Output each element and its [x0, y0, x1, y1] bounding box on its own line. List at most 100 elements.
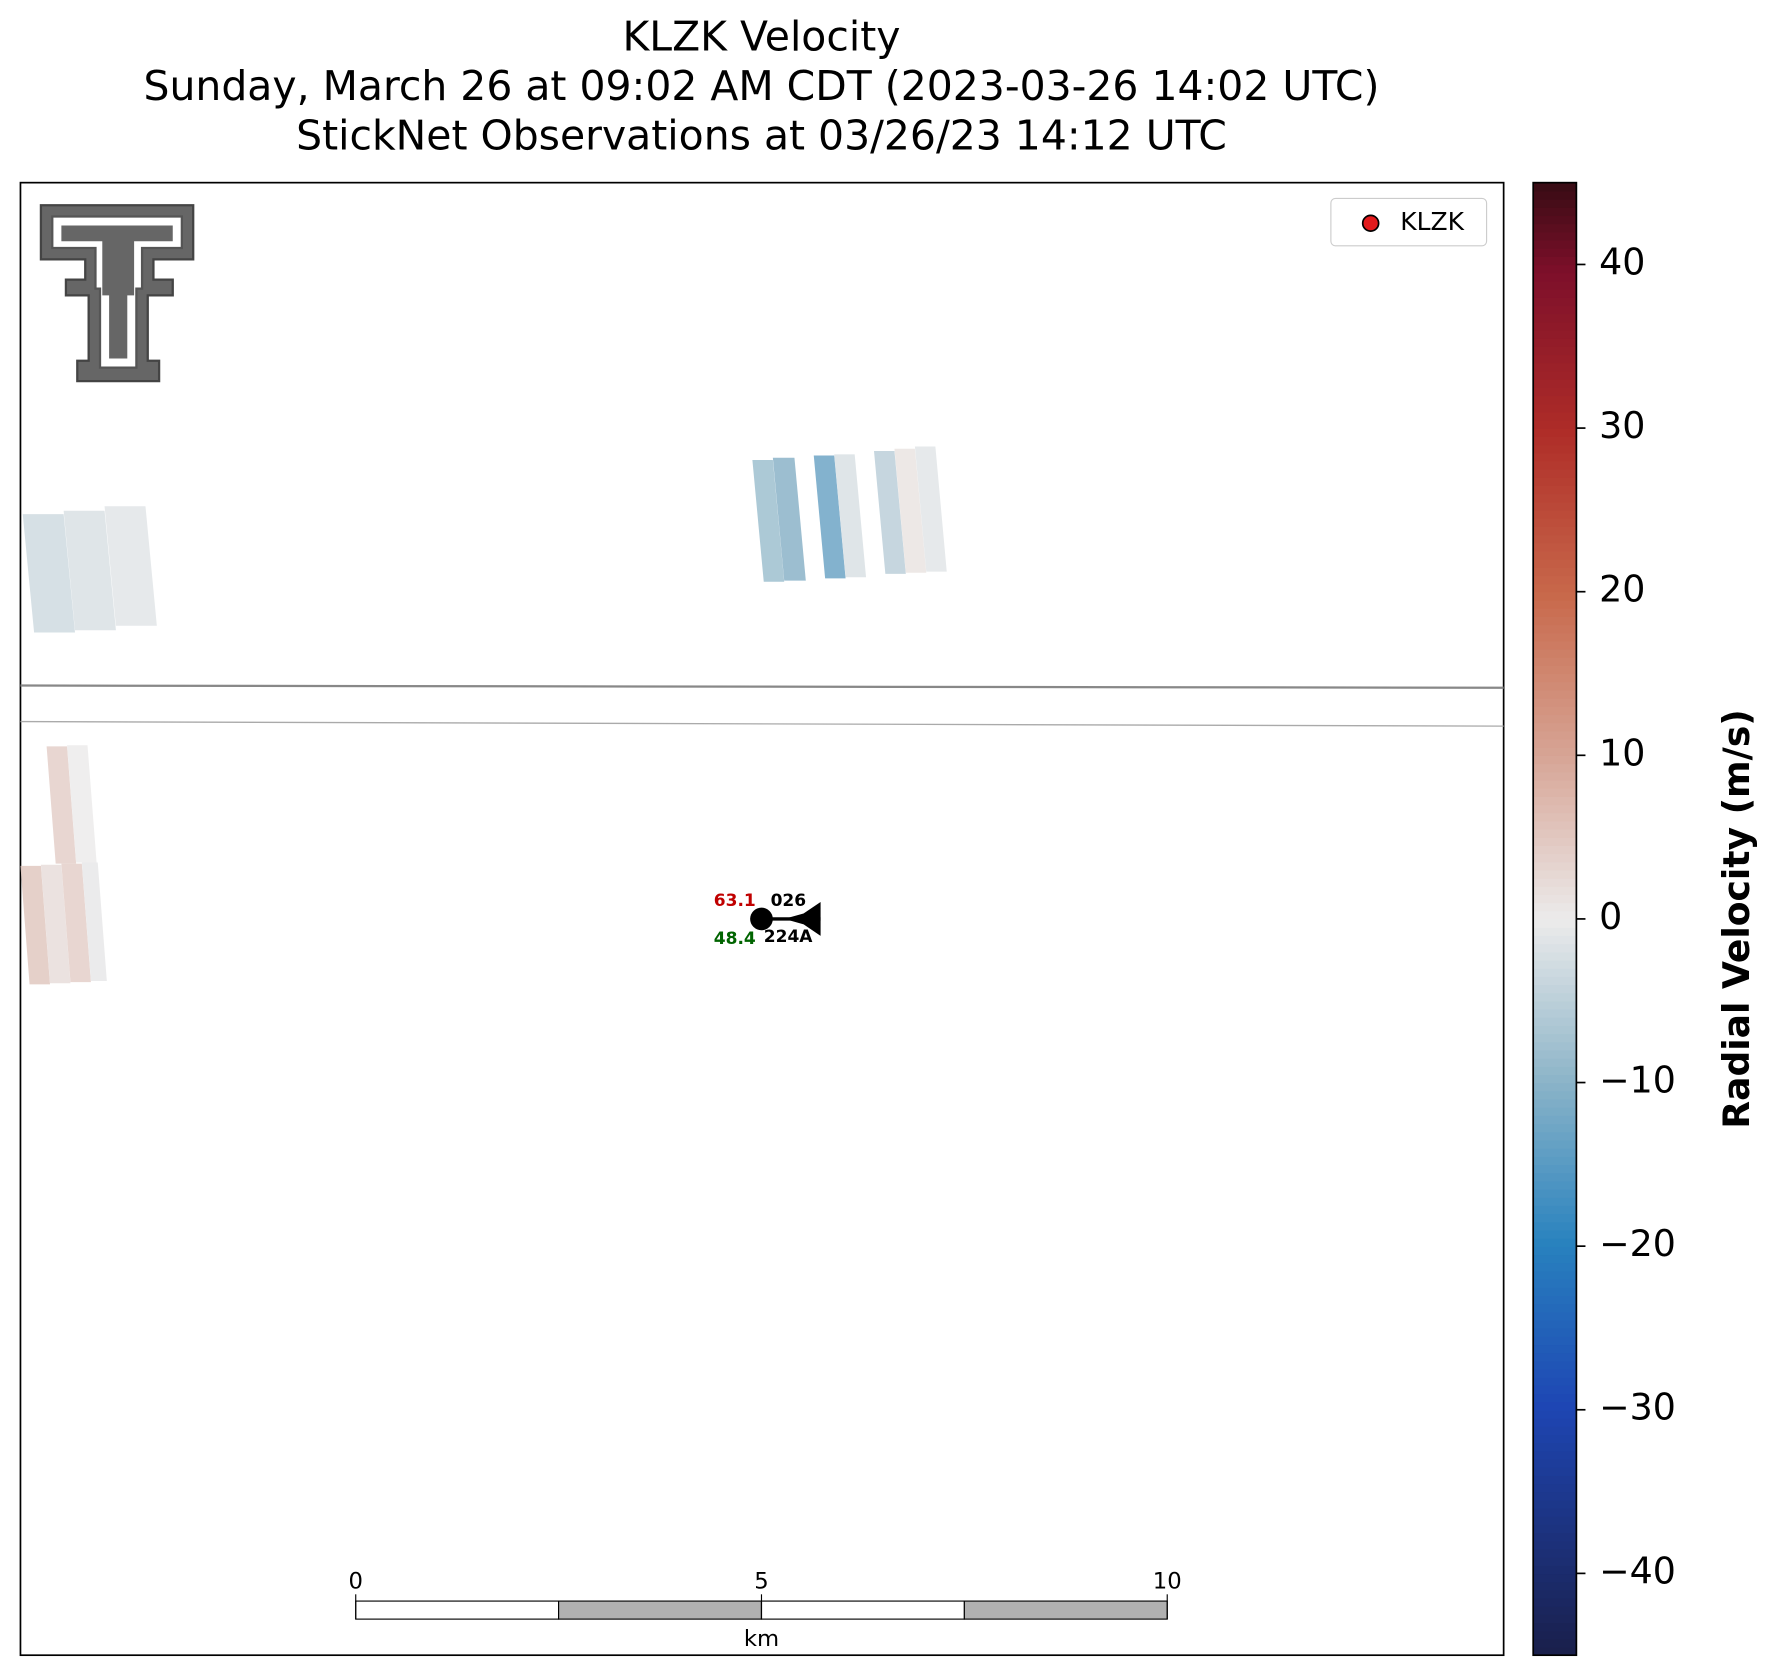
colorbar-step — [1533, 239, 1577, 249]
colorbar-step — [1533, 305, 1577, 315]
colorbar-step — [1533, 910, 1577, 920]
colorbar-step — [1533, 1041, 1577, 1051]
colorbar-step — [1533, 1311, 1577, 1321]
colorbar-step — [1533, 280, 1577, 290]
colorbar-step — [1533, 272, 1577, 282]
colorbar-step — [1533, 1409, 1577, 1419]
colorbar-step — [1533, 984, 1577, 994]
wind-barb-flag — [784, 902, 821, 936]
colorbar-step — [1533, 534, 1577, 544]
radar-gate — [81, 862, 107, 981]
colorbar-step — [1533, 1131, 1577, 1141]
station-marker — [750, 907, 773, 931]
colorbar-step — [1533, 1442, 1577, 1452]
colorbar-step — [1533, 976, 1577, 986]
colorbar-step — [1533, 1033, 1577, 1043]
colorbar-step — [1533, 1287, 1577, 1296]
scale-bar-tick-label: 0 — [349, 1568, 363, 1594]
colorbar-step — [1533, 436, 1577, 446]
colorbar-step — [1533, 370, 1577, 380]
colorbar-step — [1533, 1327, 1577, 1337]
colorbar-step — [1533, 460, 1577, 470]
colorbar-step — [1533, 1622, 1577, 1632]
colorbar-step — [1533, 289, 1577, 298]
station-pressure: 026 — [771, 891, 807, 911]
colorbar-step — [1533, 509, 1577, 519]
colorbar-step — [1533, 681, 1577, 691]
colorbar-step — [1533, 665, 1577, 675]
scale-bar-segment — [963, 1600, 1168, 1620]
colorbar-step — [1533, 354, 1577, 364]
colorbar-step — [1533, 812, 1577, 822]
colorbar-step — [1533, 779, 1577, 789]
colorbar-step — [1533, 796, 1577, 806]
colorbar-step — [1533, 1565, 1577, 1575]
colorbar-step — [1533, 1524, 1577, 1534]
colorbar-step — [1533, 714, 1577, 724]
colorbar-step — [1533, 362, 1577, 372]
colorbar-step — [1533, 215, 1577, 225]
colorbar-step — [1533, 632, 1577, 642]
colorbar-step — [1533, 1344, 1577, 1354]
scale-bar-segment — [558, 1600, 763, 1620]
colorbar-step — [1533, 1475, 1577, 1485]
colorbar-step — [1533, 943, 1577, 953]
colorbar-step — [1533, 1123, 1577, 1133]
colorbar-step — [1533, 1049, 1577, 1059]
colorbar-step — [1533, 951, 1577, 961]
colorbar-step — [1533, 1540, 1577, 1550]
colorbar-step — [1533, 1581, 1577, 1591]
colorbar-label: Radial Velocity (m/s) — [1715, 709, 1758, 1128]
colorbar-step — [1533, 1434, 1577, 1444]
radar-gate — [752, 460, 785, 582]
scale-bar: km 0 5 10 — [349, 1568, 1182, 1651]
colorbar-step — [1533, 853, 1577, 863]
colorbar-step — [1533, 935, 1577, 945]
colorbar-step — [1533, 747, 1577, 756]
colorbar-tick-label: −20 — [1599, 1222, 1676, 1265]
colorbar: Radial Velocity (m/s) −40 −30 −20 −10 0 10 20 3… — [1532, 181, 1758, 1657]
colorbar-step — [1533, 673, 1577, 683]
radar-gate — [104, 506, 157, 626]
colorbar-step — [1533, 1401, 1577, 1411]
radar-gate — [67, 745, 97, 863]
station-temperature: 63.1 — [714, 891, 756, 911]
chart-subtitle: Sunday, March 26 at 09:02 AM CDT (2023-0… — [144, 62, 1380, 110]
colorbar-step — [1533, 575, 1577, 585]
colorbar-step — [1533, 1360, 1577, 1370]
colorbar-step — [1533, 1066, 1577, 1076]
colorbar-step — [1533, 837, 1577, 846]
road — [20, 684, 1504, 689]
radar-gate — [22, 514, 76, 633]
colorbar-step — [1533, 526, 1577, 536]
colorbar-step — [1533, 722, 1577, 732]
colorbar-step — [1533, 1221, 1577, 1231]
radar-gate — [46, 746, 77, 864]
colorbar-step — [1533, 1107, 1577, 1116]
colorbar-step — [1533, 1000, 1577, 1010]
colorbar-step — [1533, 591, 1577, 601]
radar-gate — [914, 446, 947, 572]
colorbar-step — [1533, 182, 1577, 192]
colorbar-step — [1533, 861, 1577, 871]
logo — [39, 204, 195, 383]
colorbar-step — [1533, 256, 1577, 266]
colorbar-step — [1533, 1074, 1577, 1084]
colorbar-tick-label: −30 — [1599, 1386, 1676, 1429]
colorbar-step — [1533, 1278, 1577, 1288]
colorbar-step — [1533, 321, 1577, 331]
colorbar-step — [1533, 395, 1577, 405]
radar-gate — [63, 510, 116, 631]
colorbar-step — [1533, 1303, 1577, 1313]
radar-gate — [20, 865, 51, 985]
colorbar-step — [1533, 264, 1577, 274]
colorbar-step — [1533, 1082, 1577, 1092]
colorbar-step — [1533, 297, 1577, 307]
colorbar-step — [1533, 1254, 1577, 1264]
colorbar-step — [1533, 223, 1577, 233]
legend: KLZK — [1330, 197, 1488, 247]
colorbar-step — [1533, 1483, 1577, 1493]
colorbar-step — [1533, 763, 1577, 773]
colorbar-step — [1533, 1213, 1577, 1223]
